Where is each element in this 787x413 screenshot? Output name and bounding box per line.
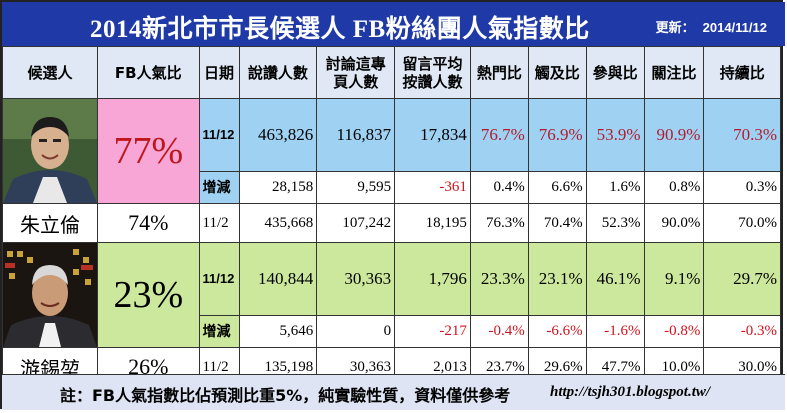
update-info: 更新： 2014/11/12 <box>656 17 767 36</box>
header-hot: 熱門比 <box>469 46 529 99</box>
candidate-portrait-zhu-icon <box>3 99 97 203</box>
likes-delta: 28,158 <box>238 170 318 205</box>
attention-cell: 90.0% <box>643 203 705 243</box>
talking-cell: 107,242 <box>316 203 396 243</box>
attention-delta: -0.8% <box>643 314 705 349</box>
reach-cell: 23.1% <box>527 242 587 316</box>
header-date: 日期 <box>198 46 240 99</box>
likes-cell: 140,844 <box>238 242 318 316</box>
header-row: 候選人 FB人氣比 日期 說讚人數 討論這專 頁人數 留言平均 按讚人數 熱門比 觸… <box>2 46 781 99</box>
page-title: 2014新北市市長候選人 FB粉絲團人氣指數比 <box>90 16 590 43</box>
fb-ratio-current: 23% <box>97 242 200 348</box>
reach-cell: 76.9% <box>527 98 587 172</box>
avg-comments-delta: -361 <box>394 170 471 205</box>
candidate-portrait-you-icon <box>3 243 97 347</box>
talking-delta: 0 <box>316 314 396 349</box>
header-talking: 討論這專 頁人數 <box>316 46 396 99</box>
engage-cell: 52.3% <box>585 203 645 243</box>
avg-comments-delta: -217 <box>394 314 471 349</box>
likes-delta: 5,646 <box>238 314 318 349</box>
header-candidate: 候選人 <box>2 46 98 99</box>
footer-note: 註：FB人氣指數比佔預測比重5%，純實驗性質，資料僅供參考 <box>60 386 511 405</box>
table-row: 增減 28,158 9,595 -361 0.4% 6.6% 1.6% 0.8%… <box>3 170 781 205</box>
blog-link[interactable]: http://tsjh301.blogspot.tw/ <box>550 384 711 400</box>
avg-comments-cell: 17,834 <box>394 98 471 172</box>
date-cell: 11/12 <box>198 98 240 172</box>
hot-delta: 0.4% <box>469 170 529 205</box>
hot-cell: 76.3% <box>469 203 529 243</box>
header-persist: 持續比 <box>703 46 781 99</box>
likes-cell: 435,668 <box>238 203 318 243</box>
likes-cell: 463,826 <box>238 98 318 172</box>
header-likes: 說讚人數 <box>238 46 318 99</box>
header-attention: 關注比 <box>643 46 705 99</box>
delta-label: 增減 <box>198 170 240 205</box>
hot-delta: -0.4% <box>469 314 529 349</box>
delta-label: 增減 <box>198 314 240 349</box>
avg-comments-cell: 18,195 <box>394 203 471 243</box>
header-engage: 參與比 <box>585 46 645 99</box>
footer-bar: 註：FB人氣指數比佔預測比重5%，純實驗性質，資料僅供參考 http://tsj… <box>2 374 785 410</box>
persist-cell: 70.3% <box>703 98 781 172</box>
candidate-name: 朱立倫 <box>2 203 98 243</box>
avg-comments-cell: 1,796 <box>394 242 471 316</box>
talking-cell: 116,837 <box>316 98 396 172</box>
table-row: 23% 11/12 140,844 30,363 1,796 23.3% 23.… <box>2 242 781 348</box>
update-label: 更新： <box>655 20 695 35</box>
reach-delta: 6.6% <box>527 170 587 205</box>
candidate-photo-zhu <box>2 98 98 204</box>
header-reach: 觸及比 <box>527 46 587 99</box>
attention-cell: 90.9% <box>643 98 705 172</box>
persist-delta: -0.3% <box>703 314 781 349</box>
date-cell: 11/2 <box>198 203 240 243</box>
persist-cell: 70.0% <box>703 203 781 243</box>
reach-delta: -6.6% <box>527 314 587 349</box>
persist-cell: 29.7% <box>703 242 781 316</box>
table-row: 增減 5,646 0 -217 -0.4% -6.6% -1.6% -0.8% … <box>3 314 781 349</box>
engage-cell: 53.9% <box>585 98 645 172</box>
hot-cell: 76.7% <box>469 98 529 172</box>
date-cell: 11/12 <box>198 242 240 316</box>
talking-cell: 30,363 <box>316 242 396 316</box>
attention-delta: 0.8% <box>643 170 705 205</box>
engage-cell: 46.1% <box>585 242 645 316</box>
update-date: 2014/11/12 <box>702 20 767 35</box>
title-bar: 2014新北市市長候選人 FB粉絲團人氣指數比 更新： 2014/11/12 <box>2 2 785 46</box>
talking-delta: 9,595 <box>316 170 396 205</box>
fb-ratio-current: 77% <box>97 98 200 204</box>
candidate-photo-you <box>2 242 98 348</box>
engage-delta: -1.6% <box>585 314 645 349</box>
header-fb-ratio: FB人氣比 <box>97 46 200 99</box>
reach-cell: 70.4% <box>527 203 587 243</box>
data-table: 候選人 FB人氣比 日期 說讚人數 討論這專 頁人數 留言平均 按讚人數 熱門比 觸… <box>2 46 781 387</box>
hot-cell: 23.3% <box>469 242 529 316</box>
table-row: 朱立倫 74% 11/2 435,668 107,242 18,195 76.3… <box>2 203 781 243</box>
fb-ratio-previous: 74% <box>97 203 200 243</box>
engage-delta: 1.6% <box>585 170 645 205</box>
table-row: 77% 11/12 463,826 116,837 17,834 76.7% 7… <box>2 98 781 204</box>
persist-delta: 0.3% <box>703 170 781 205</box>
header-avg-comments: 留言平均 按讚人數 <box>394 46 471 99</box>
attention-cell: 9.1% <box>643 242 705 316</box>
